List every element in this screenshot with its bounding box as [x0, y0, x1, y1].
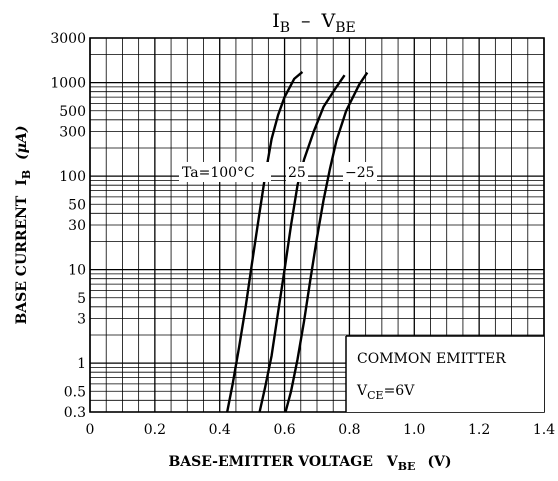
y-tick-label: 3000: [50, 31, 86, 47]
chart-title: IB – VBE: [272, 10, 356, 36]
y-axis-label: BASE CURRENTIB(μA): [14, 125, 33, 324]
series-line-3: [284, 71, 369, 413]
tick-layer: 0 0.2 0.4 0.6 0.8 1.0 1.2 1.4 3000 1000 500 300 100 5…: [50, 31, 555, 438]
y-tick-label: 1000: [50, 76, 86, 92]
curve-label-minus25: −25: [345, 165, 375, 181]
y-tick-label: 3: [77, 312, 86, 328]
curve-label-ta100: Ta=100°C: [182, 165, 255, 181]
curve-labels: Ta=100°C 25 −25: [179, 162, 377, 182]
series-layer: [225, 71, 369, 413]
annotation-line2: VCE=6V: [356, 383, 415, 402]
y-tick-label: 300: [59, 125, 86, 141]
y-tick-label: 0.5: [64, 384, 86, 400]
y-tick-label: 10: [68, 263, 86, 279]
annotation-line1: COMMON EMITTER: [357, 351, 506, 367]
y-tick-label: 0.3: [64, 405, 86, 421]
x-tick-label: 1.2: [468, 422, 490, 438]
x-tick-label: 0.2: [144, 422, 166, 438]
x-tick-label: 0: [86, 422, 95, 438]
annotation-box: COMMON EMITTER VCE=6V: [345, 335, 544, 412]
curve-label-25: 25: [288, 165, 306, 181]
x-tick-label: 1.0: [403, 422, 425, 438]
series-line-2: [258, 74, 346, 413]
x-tick-label: 1.4: [533, 422, 555, 438]
series-line-1: [225, 71, 304, 413]
y-tick-label: 1: [77, 356, 86, 372]
x-axis-label: BASE-EMITTER VOLTAGE VBE (V): [168, 454, 451, 473]
y-tick-label: 50: [68, 197, 86, 213]
x-tick-label: 0.8: [338, 422, 360, 438]
x-tick-label: 0.4: [209, 422, 231, 438]
plot-frame: [89, 37, 545, 413]
y-tick-label: 100: [59, 169, 86, 185]
y-tick-label: 5: [77, 291, 86, 307]
y-tick-label: 500: [59, 104, 86, 120]
x-tick-label: 0.6: [273, 422, 295, 438]
y-tick-label: 30: [68, 218, 86, 234]
